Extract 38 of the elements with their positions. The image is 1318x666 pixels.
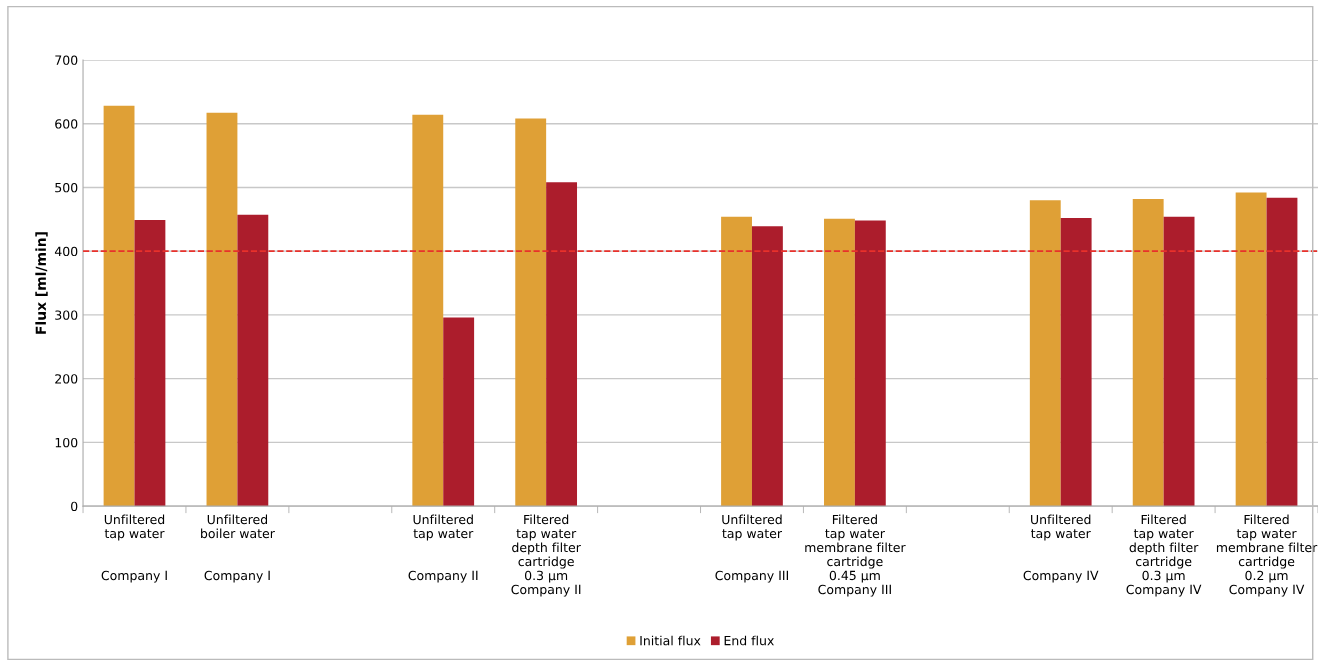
y-tick-label: 300 [55, 310, 78, 320]
bar [515, 118, 547, 507]
bar [206, 112, 238, 507]
bar [546, 182, 578, 507]
legend-label: End flux [724, 635, 774, 646]
bar [103, 105, 135, 507]
x-tick-label: Filtered tap water depth filter cartridge 0.3 µm Company IV [1126, 514, 1202, 597]
bar [1060, 218, 1092, 507]
y-tick-label: 200 [55, 374, 78, 384]
bar [1029, 200, 1061, 507]
bar [134, 219, 166, 507]
y-axis-title: Flux [ml/min] [35, 232, 48, 334]
bar [824, 218, 855, 507]
y-tick-label: 0 [71, 501, 78, 512]
category-label: Unfiltered tap water Company II [408, 514, 478, 583]
bar [1235, 192, 1267, 507]
y-tick-label: 700 [55, 55, 78, 65]
category-label: Unfiltered boiler water Company I [201, 514, 275, 583]
x-tick-label: Filtered tap water membrane filter cartridge 0.2 µm Company IV [1216, 514, 1318, 597]
bar [721, 216, 752, 507]
category-label: Unfiltered tap water Company IV [1023, 514, 1099, 583]
bar [854, 220, 886, 507]
legend-label: Initial flux [640, 635, 701, 646]
bar [237, 214, 269, 507]
y-tick-label: 100 [55, 437, 78, 448]
bar [412, 114, 444, 507]
x-tick-label: Filtered tap water depth filter cartridge 0.3 µm Company II [511, 514, 581, 597]
bar [1132, 198, 1164, 507]
bar [751, 226, 783, 507]
y-tick-label: 400 [54, 246, 78, 257]
bar [443, 317, 475, 507]
bar [1163, 216, 1195, 507]
y-tick-label: 500 [55, 182, 78, 193]
category-label: Unfiltered tap water Company III [715, 514, 788, 583]
category-label: Unfiltered tap water Company I [101, 514, 167, 583]
x-tick-label: Filtered tap water membrane filter cartridge 0.45 µm Company III [805, 514, 906, 597]
y-tick-label: 600 [55, 119, 78, 129]
bar [1266, 197, 1298, 507]
